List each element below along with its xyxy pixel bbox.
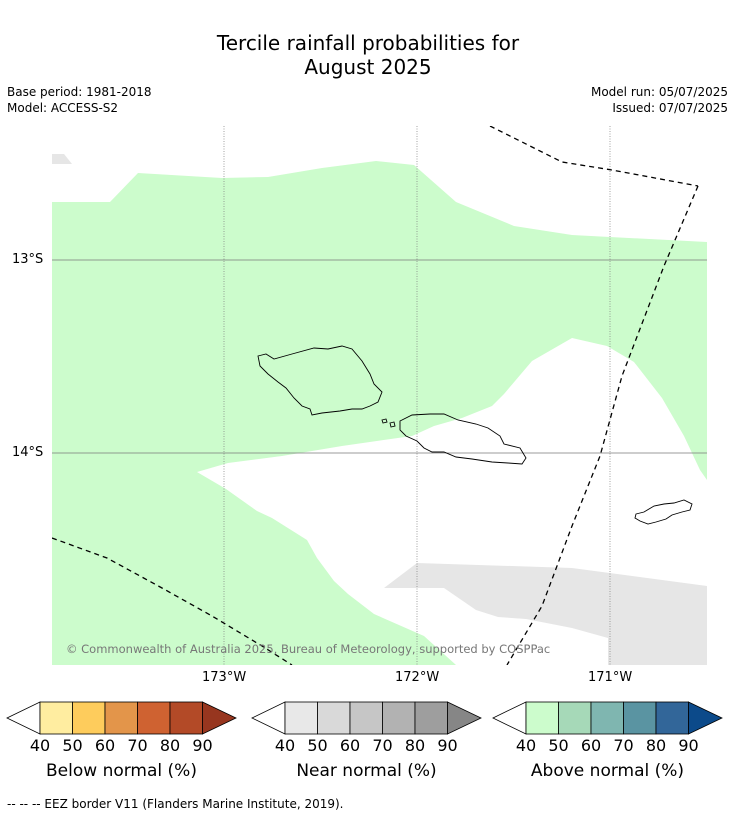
below-normal-swatch-80 — [169, 701, 203, 735]
below-tick-60: 60 — [94, 736, 116, 755]
above-tick-50: 50 — [548, 736, 569, 755]
below-normal-swatch-60 — [104, 701, 138, 735]
copyright-notice: © Commonwealth of Australia 2025, Bureau… — [66, 642, 550, 656]
above-tick-90: 90 — [678, 736, 699, 755]
lon-label-171w: 171°W — [588, 670, 633, 685]
near-normal-swatch-50 — [317, 701, 351, 735]
above-normal-swatch-40 — [525, 701, 559, 735]
near-tick-90: 90 — [437, 736, 458, 755]
above-normal-swatch-70 — [623, 701, 657, 735]
lon-label-172w: 172°W — [395, 670, 440, 685]
near-normal-swatch-60 — [349, 701, 383, 735]
below-tick-80: 80 — [159, 736, 181, 755]
below-tick-50: 50 — [62, 736, 83, 755]
near-normal-swatch-80 — [414, 701, 448, 735]
coastlines — [257, 345, 693, 525]
near-normal-label: Near normal (%) — [296, 761, 437, 781]
near-normal-swatch-70 — [382, 701, 416, 735]
above-normal-label: Above normal (%) — [530, 761, 685, 781]
above-normal-swatch-50 — [558, 701, 592, 735]
below-normal-swatch-50 — [72, 701, 106, 735]
above-tick-80: 80 — [645, 736, 667, 755]
below-normal-swatch-40 — [39, 701, 73, 735]
colorbar-below-normal — [6, 701, 237, 735]
colorbars — [6, 701, 723, 735]
above-normal-under-arrow — [492, 701, 527, 735]
below-normal-swatch-70 — [137, 701, 171, 735]
above-normal-swatch-80 — [655, 701, 689, 735]
apolima-island-outline — [381, 418, 388, 424]
above-tick-60: 60 — [580, 736, 602, 755]
lat-label-14s: 14°S — [12, 445, 44, 460]
savaii-island-outline — [257, 345, 383, 416]
near-tick-50: 50 — [307, 736, 328, 755]
map-panel[interactable]: © Commonwealth of Australia 2025, Bureau… — [52, 126, 707, 665]
near-normal-swatch-40 — [284, 701, 318, 735]
below-tick-90: 90 — [192, 736, 213, 755]
below-normal-over-arrow — [202, 701, 237, 735]
near-tick-40: 40 — [274, 736, 296, 755]
eez-footnote: -- -- -- EEZ border V11 (Flanders Marine… — [7, 797, 344, 811]
near-normal-under-arrow — [251, 701, 286, 735]
map-title-line-2: August 2025 — [304, 55, 432, 79]
below-normal-label: Below normal (%) — [46, 761, 197, 781]
near-tick-70: 70 — [372, 736, 393, 755]
above-tick-40: 40 — [515, 736, 537, 755]
above-normal-area — [52, 161, 707, 665]
model-name: Model: ACCESS-S2 — [7, 101, 119, 115]
near-tick-60: 60 — [339, 736, 361, 755]
graticule — [52, 126, 707, 665]
map-title-line-1: Tercile rainfall probabilities for — [216, 31, 520, 55]
near-tick-80: 80 — [404, 736, 426, 755]
above-normal-swatch-60 — [590, 701, 624, 735]
eez-border-southwest — [52, 537, 293, 665]
base-period: Base period: 1981-2018 — [7, 85, 152, 99]
issued-date: Issued: 07/07/2025 — [612, 101, 728, 115]
below-tick-70: 70 — [127, 736, 148, 755]
tutuila-island-outline — [634, 499, 693, 525]
eez-border-north — [489, 126, 699, 187]
manono-island-outline — [389, 421, 396, 428]
lon-label-173w: 173°W — [202, 670, 247, 685]
colorbar-near-normal — [251, 701, 482, 735]
near-normal-over-arrow — [447, 701, 482, 735]
above-tick-70: 70 — [613, 736, 634, 755]
near-normal-area-southeast — [384, 563, 707, 665]
colorbar-above-normal — [492, 701, 723, 735]
below-normal-under-arrow — [6, 701, 41, 735]
upolu-island-outline — [399, 413, 527, 465]
near-normal-area-northwest — [52, 154, 72, 164]
eez-borders — [52, 126, 699, 665]
above-normal-over-arrow — [688, 701, 723, 735]
below-tick-40: 40 — [29, 736, 51, 755]
lat-label-13s: 13°S — [12, 252, 44, 267]
model-run: Model run: 05/07/2025 — [590, 85, 728, 99]
